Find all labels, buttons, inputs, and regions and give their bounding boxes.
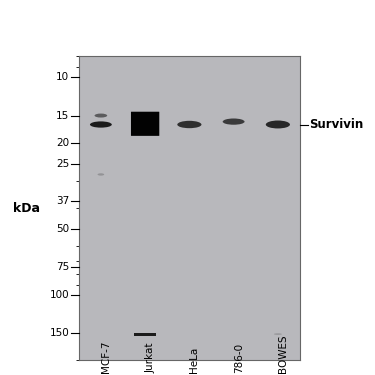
Text: HeLa: HeLa <box>189 347 200 373</box>
Text: 15: 15 <box>56 111 69 121</box>
Text: 786-0: 786-0 <box>234 343 244 373</box>
Ellipse shape <box>90 122 112 128</box>
Ellipse shape <box>177 121 201 128</box>
Text: Jurkat: Jurkat <box>145 343 155 373</box>
Text: 25: 25 <box>56 159 69 169</box>
Ellipse shape <box>223 118 245 125</box>
Text: 75: 75 <box>56 262 69 273</box>
Text: 50: 50 <box>56 224 69 234</box>
Text: kDa: kDa <box>13 202 40 214</box>
FancyBboxPatch shape <box>131 112 159 136</box>
Text: BOWES: BOWES <box>278 334 288 373</box>
Text: 100: 100 <box>50 290 69 300</box>
Ellipse shape <box>94 114 107 117</box>
Ellipse shape <box>98 173 104 176</box>
Text: MCF-7: MCF-7 <box>101 341 111 373</box>
Text: 37: 37 <box>56 196 69 206</box>
Text: 20: 20 <box>56 138 69 148</box>
Text: 150: 150 <box>50 328 69 338</box>
Text: 10: 10 <box>56 72 69 82</box>
Ellipse shape <box>274 333 282 335</box>
Ellipse shape <box>266 120 290 129</box>
Text: Survivin: Survivin <box>309 118 364 131</box>
Bar <box>134 333 156 336</box>
